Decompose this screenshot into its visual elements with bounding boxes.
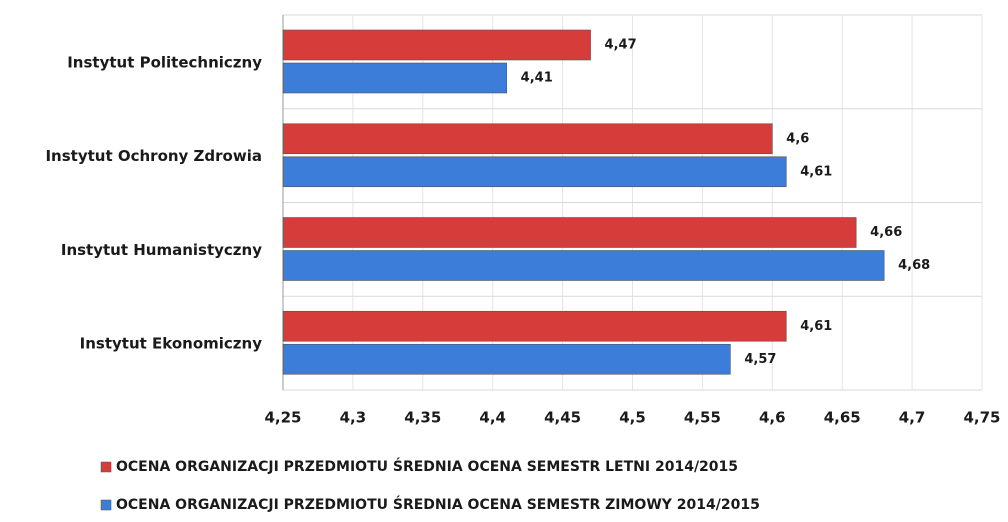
bar <box>282 310 787 342</box>
x-tick-label: 4,6 <box>759 409 786 427</box>
x-tick-label: 4,3 <box>340 409 367 427</box>
legend-label: OCENA ORGANIZACJI PRZEDMIOTU ŚREDNIA OCE… <box>116 495 760 513</box>
data-label: 4,61 <box>800 319 832 334</box>
x-tick-label: 4,55 <box>684 409 721 427</box>
y-tick-label: Instytut Ochrony Zdrowia <box>45 147 262 165</box>
x-tick-label: 4,75 <box>963 409 1000 427</box>
y-tick-label: Instytut Politechniczny <box>67 53 262 71</box>
x-tick-label: 4,45 <box>544 409 581 427</box>
data-label: 4,66 <box>870 225 902 240</box>
data-label: 4,57 <box>744 352 776 367</box>
data-label: 4,41 <box>521 71 553 86</box>
y-tick-label: Instytut Ekonomiczny <box>80 335 263 353</box>
bar <box>282 29 591 61</box>
x-tick-label: 4,35 <box>404 409 441 427</box>
x-tick-label: 4,4 <box>479 409 506 427</box>
data-label: 4,6 <box>786 131 809 146</box>
legend-swatch <box>100 499 112 511</box>
data-label: 4,47 <box>605 38 637 53</box>
x-tick-label: 4,7 <box>899 409 926 427</box>
data-label: 4,68 <box>898 258 930 273</box>
x-tick-label: 4,5 <box>619 409 646 427</box>
bar <box>282 123 773 155</box>
x-tick-label: 4,25 <box>264 409 301 427</box>
bar <box>282 343 731 375</box>
x-tick-label: 4,65 <box>824 409 861 427</box>
legend-swatch <box>100 461 112 473</box>
bar <box>282 156 787 188</box>
bar <box>282 250 885 281</box>
bar <box>282 62 507 94</box>
legend-label: OCENA ORGANIZACJI PRZEDMIOTU ŚREDNIA OCE… <box>116 457 738 475</box>
y-tick-label: Instytut Humanistyczny <box>61 241 262 259</box>
bar <box>282 217 857 248</box>
data-label: 4,61 <box>800 164 832 179</box>
